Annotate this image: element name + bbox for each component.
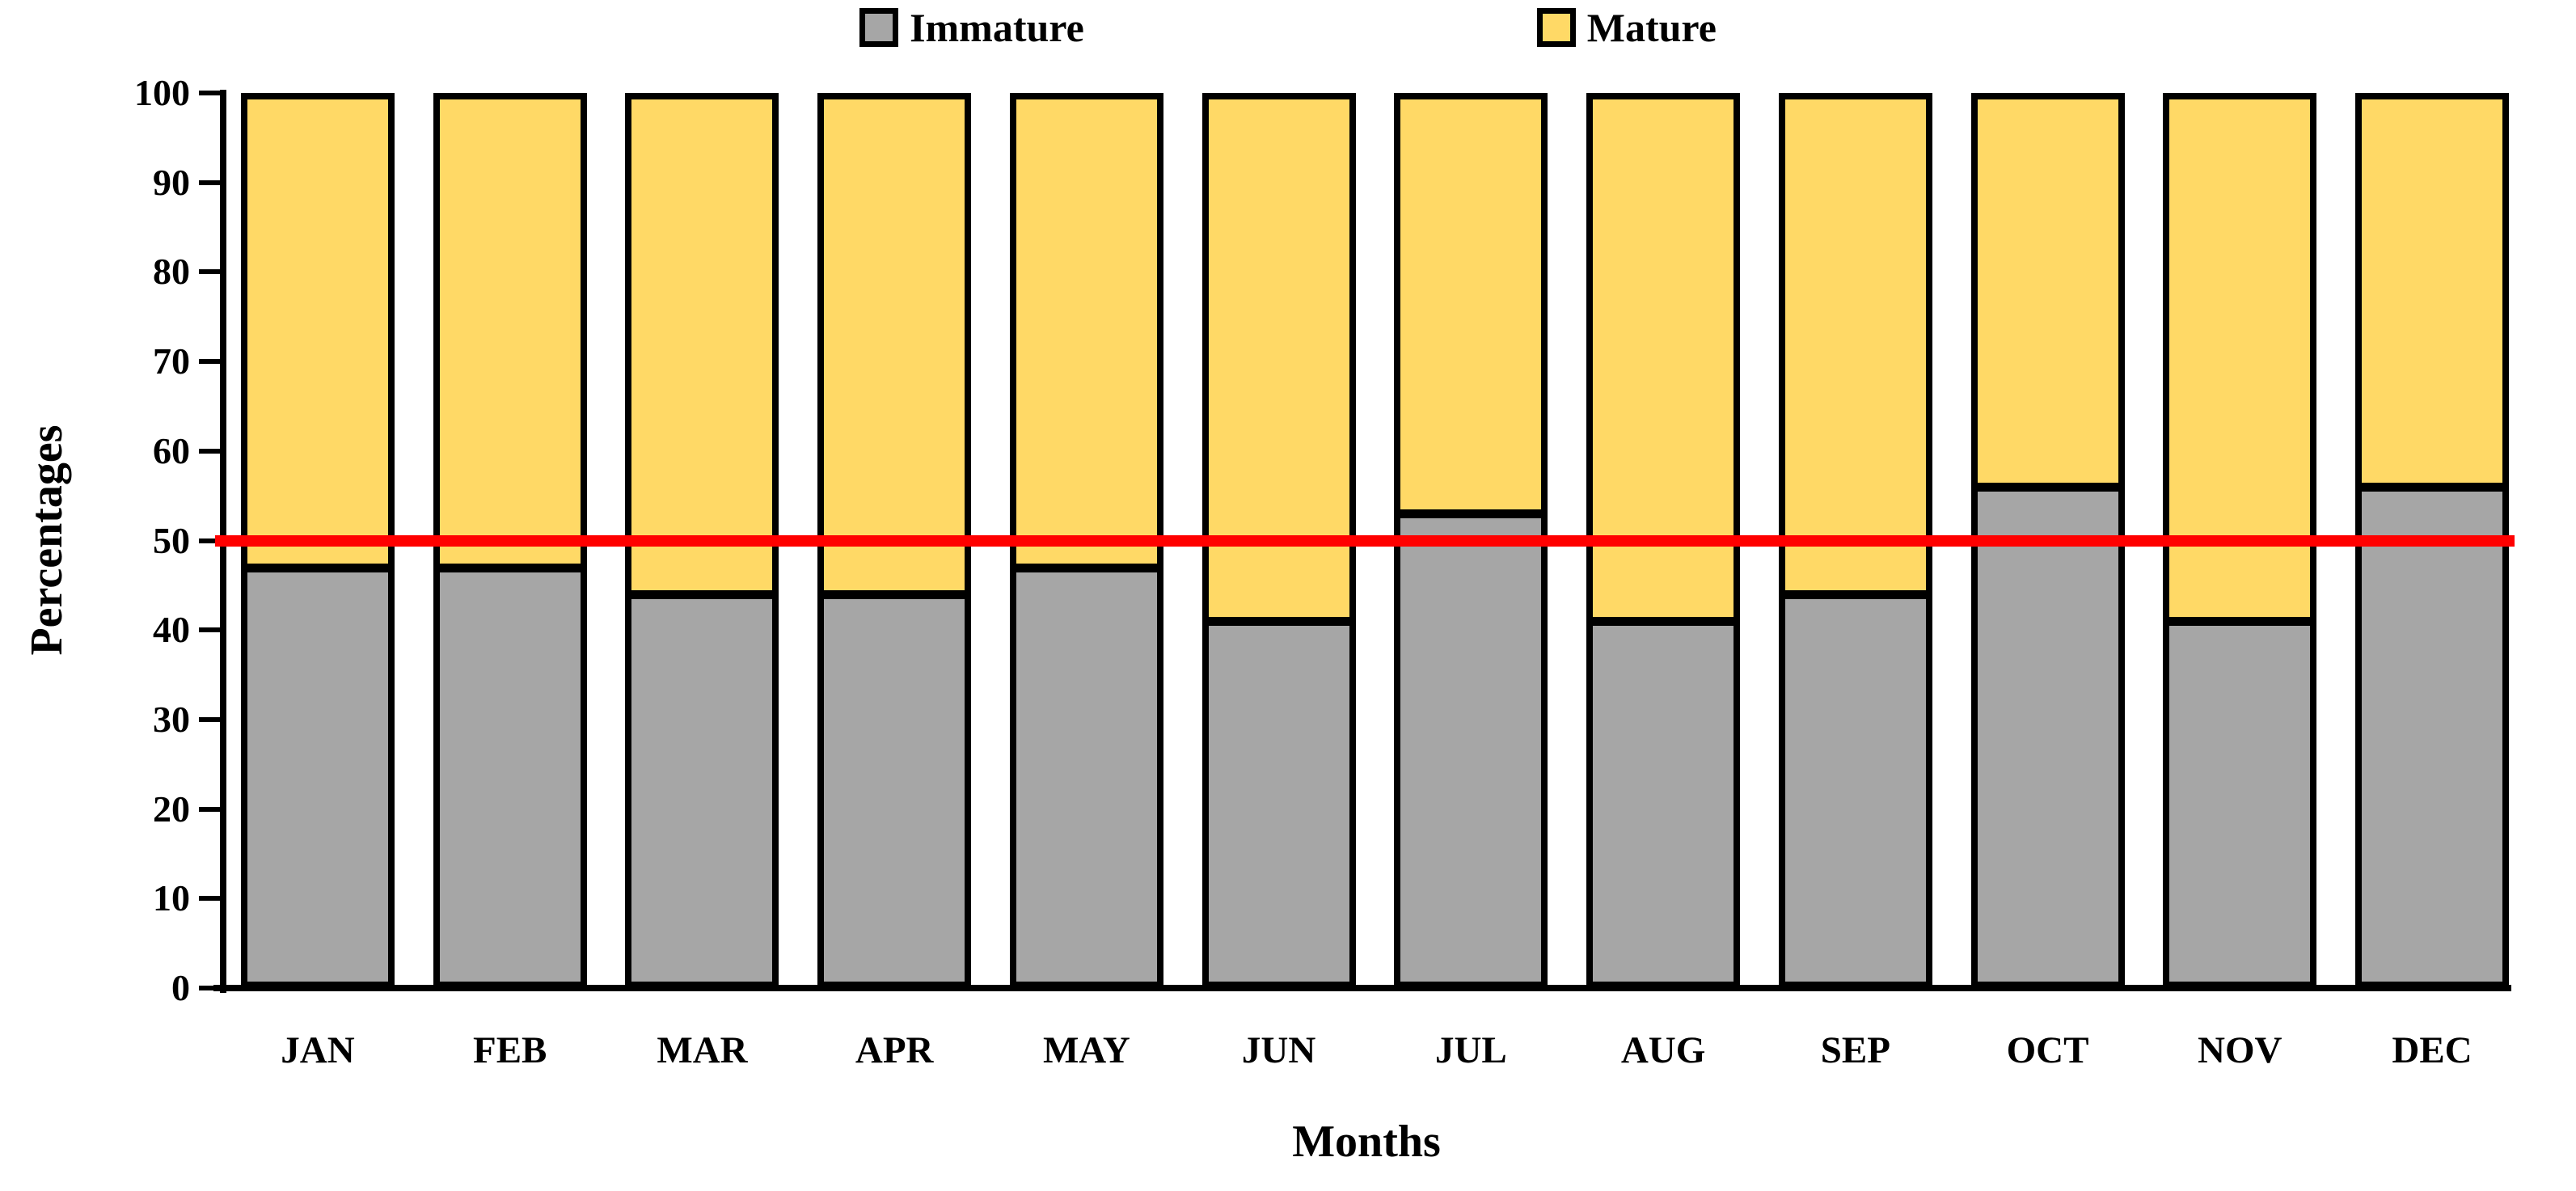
chart-legend: Immature Mature: [0, 5, 2576, 50]
x-tick-label-jan: JAN: [281, 1029, 355, 1071]
y-tick-mark: [199, 448, 220, 454]
x-tick-label-dec: DEC: [2392, 1029, 2473, 1071]
bar-oct-mature: [1970, 93, 2125, 488]
y-tick-label: 60: [153, 429, 190, 471]
bar-apr-immature: [817, 593, 972, 988]
y-tick-mark: [199, 627, 220, 633]
y-tick-label: 0: [171, 967, 190, 1008]
y-tick-label: 80: [153, 251, 190, 293]
x-tick-label-mar: MAR: [657, 1029, 748, 1071]
x-tick-label-aug: AUG: [1620, 1029, 1706, 1071]
y-tick-mark: [199, 986, 220, 990]
y-tick-mark: [199, 179, 220, 185]
y-tick-label: 50: [153, 519, 190, 561]
legend-swatch-mature-icon: [1536, 8, 1576, 47]
bar-mar-immature: [625, 593, 779, 988]
y-tick-label: 90: [153, 161, 190, 203]
x-tick-label-sep: SEP: [1820, 1029, 1890, 1071]
bar-nov-immature: [2163, 621, 2317, 988]
y-tick-label: 10: [153, 877, 190, 919]
bar-dec-mature: [2355, 93, 2509, 488]
y-tick-label: 40: [153, 609, 190, 651]
bar-mar-mature: [625, 93, 779, 594]
bar-jun-mature: [1201, 93, 1356, 622]
bar-feb-mature: [433, 93, 587, 568]
bar-jun-immature: [1201, 621, 1356, 988]
y-tick-mark: [199, 716, 220, 722]
x-tick-label-nov: NOV: [2198, 1029, 2283, 1071]
y-tick-label: 20: [153, 788, 190, 830]
x-tick-label-feb: FEB: [473, 1029, 547, 1071]
bar-aug-immature: [1586, 621, 1741, 988]
y-tick-mark: [199, 269, 220, 275]
bar-sep-mature: [1778, 93, 1932, 594]
bar-oct-immature: [1970, 487, 2125, 988]
bar-jan-mature: [241, 93, 395, 568]
bar-jul-immature: [1394, 513, 1548, 988]
y-tick-mark: [199, 806, 220, 812]
legend-label-immature: Immature: [910, 5, 1084, 50]
y-tick-mark: [199, 896, 220, 902]
bar-nov-mature: [2163, 93, 2317, 622]
reference-line-50: [215, 534, 2515, 547]
x-tick-label-oct: OCT: [2006, 1029, 2089, 1071]
bar-apr-mature: [817, 93, 972, 594]
y-tick-mark: [199, 359, 220, 365]
bar-jan-immature: [241, 567, 395, 988]
legend-label-mature: Mature: [1586, 5, 1717, 50]
bar-may-mature: [1009, 93, 1163, 568]
x-tick-label-jun: JUN: [1241, 1029, 1316, 1071]
bar-dec-immature: [2355, 487, 2509, 988]
legend-item-immature: Immature: [859, 5, 1084, 50]
bar-may-immature: [1009, 567, 1163, 988]
x-tick-label-may: MAY: [1042, 1029, 1130, 1071]
y-tick-mark: [199, 91, 220, 95]
y-tick-label: 100: [134, 72, 190, 113]
y-tick-mark: [199, 538, 220, 543]
bar-aug-mature: [1586, 93, 1741, 622]
bar-feb-immature: [433, 567, 587, 988]
y-tick-label: 70: [153, 340, 190, 382]
x-axis-title: Months: [1292, 1117, 1441, 1167]
x-axis-line: [213, 985, 2511, 991]
legend-swatch-immature-icon: [859, 8, 899, 47]
bar-jul-mature: [1394, 93, 1548, 514]
x-tick-label-jul: JUL: [1434, 1029, 1507, 1071]
bar-sep-immature: [1778, 593, 1932, 988]
y-tick-label: 30: [153, 698, 190, 740]
x-tick-label-apr: APR: [855, 1029, 934, 1071]
legend-item-mature: Mature: [1536, 5, 1717, 50]
